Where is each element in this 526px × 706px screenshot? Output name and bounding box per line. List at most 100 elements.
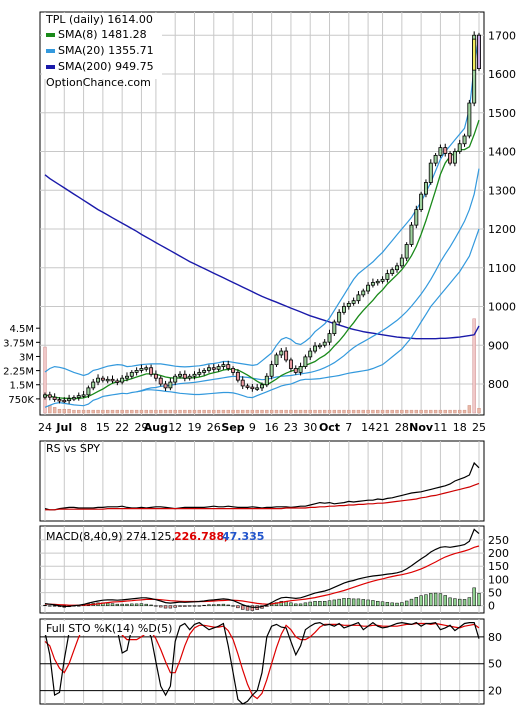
price-ytick-label: 1600: [488, 68, 516, 81]
macd-histogram-bar: [221, 603, 226, 606]
stochastic-title-background: [42, 621, 166, 635]
volume-bar: [298, 409, 303, 414]
candle-up: [221, 364, 226, 367]
macd-histogram-bar: [265, 605, 269, 607]
volume-bar: [294, 409, 298, 414]
volume-bar: [351, 409, 356, 414]
volume-bar: [67, 408, 71, 414]
bollinger-upper-line: [44, 35, 480, 377]
candle-up: [202, 370, 207, 373]
volume-bar: [62, 408, 66, 414]
candle-up: [361, 290, 366, 296]
macd-histogram-bar: [216, 604, 221, 606]
candle-up: [105, 378, 110, 382]
macd-histogram-bar: [342, 598, 346, 606]
volume-bar: [245, 409, 250, 414]
candle-up: [173, 375, 178, 383]
legend-swatch: [46, 33, 55, 37]
candle-up: [342, 306, 346, 313]
sma20-line: [136, 168, 480, 393]
price-ytick-label: 1500: [488, 107, 516, 120]
candle-up: [144, 367, 149, 370]
x-tick-label: 30: [303, 421, 317, 434]
volume-bar: [57, 408, 62, 414]
volume-bar: [202, 409, 206, 414]
volume-bar: [448, 409, 452, 414]
price-ytick-label: 900: [488, 339, 509, 352]
volume-bar: [327, 409, 332, 414]
x-tick-label: 23: [284, 421, 298, 434]
candle-up: [206, 367, 211, 371]
macd-ytick-label: 100: [488, 573, 509, 586]
legend-swatch: [46, 49, 55, 53]
volume-bar: [322, 409, 327, 414]
volume-bar: [255, 409, 259, 414]
macd-histogram-bar: [144, 603, 148, 606]
volume-bar: [226, 409, 230, 414]
candle-up: [438, 147, 443, 156]
macd-histogram-bar: [327, 600, 332, 606]
macd-histogram-bar: [154, 605, 158, 607]
volume-bar: [72, 409, 76, 414]
macd-histogram-bar: [303, 602, 308, 606]
macd-ytick-label: 200: [488, 547, 509, 560]
macd-histogram-bar: [105, 602, 110, 606]
volume-tick-label: 3.75M: [3, 338, 34, 349]
candle-up: [255, 387, 260, 390]
stochastic-title: Full STO %K(14) %D(5): [46, 622, 172, 635]
macd-histogram-bar: [318, 601, 322, 606]
rs-series-line: [45, 482, 480, 511]
x-tick-label: 28: [395, 421, 409, 434]
macd-histogram-bar: [453, 598, 457, 606]
candle-up: [409, 224, 414, 245]
x-tick-label: Aug: [144, 421, 168, 434]
volume-bar: [192, 409, 197, 414]
volume-bar: [86, 409, 91, 414]
candle-highlight-down: [477, 34, 481, 69]
price-ytick-label: 1300: [488, 184, 516, 197]
panel-macd-frame: [39, 525, 485, 614]
macd-histogram-bar: [448, 597, 452, 606]
macd-histogram-bar: [313, 601, 317, 606]
candle-down: [235, 371, 240, 381]
volume-bar: [159, 409, 163, 414]
price-title: TPL (daily) 1614.00: [45, 13, 153, 26]
volume-bar: [43, 346, 47, 414]
macd-histogram-bar: [395, 602, 399, 606]
candle-down: [245, 385, 250, 388]
candle-down: [293, 368, 298, 373]
candle-down: [250, 386, 255, 390]
candle-up: [351, 300, 356, 304]
candle-up: [86, 387, 91, 396]
legend-label: SMA(8) 1481.28: [58, 28, 147, 41]
x-tick-label: 7: [345, 421, 352, 434]
panel-price-frame: [39, 11, 485, 416]
volume-bar: [284, 409, 288, 414]
candle-down: [47, 394, 52, 398]
macd-histogram-bar: [236, 605, 240, 609]
candle-up: [76, 395, 81, 398]
volume-bar: [366, 409, 370, 414]
macd-histogram-bar: [351, 598, 356, 606]
candle-up: [462, 135, 467, 145]
macd-histogram-bar: [467, 597, 472, 606]
candle-up: [452, 151, 457, 164]
volume-bar: [125, 409, 129, 414]
volume-bar: [91, 409, 95, 414]
candle-up: [332, 321, 337, 335]
macd-histogram-bar: [361, 599, 365, 606]
volume-bar: [347, 409, 351, 414]
volume-bar: [289, 409, 293, 414]
candle-up: [139, 368, 144, 371]
macd-histogram-bar: [400, 602, 404, 606]
candle-up: [125, 375, 129, 379]
x-tick-label: Nov: [409, 421, 434, 434]
volume-bar: [462, 409, 467, 414]
volume-bar: [173, 409, 177, 414]
macd-histogram-bar: [433, 592, 438, 606]
volume-bar: [265, 409, 269, 414]
candle-up: [375, 280, 380, 284]
legend-swatch: [46, 65, 55, 69]
volume-bar: [48, 405, 52, 414]
volume-bar: [458, 409, 462, 414]
